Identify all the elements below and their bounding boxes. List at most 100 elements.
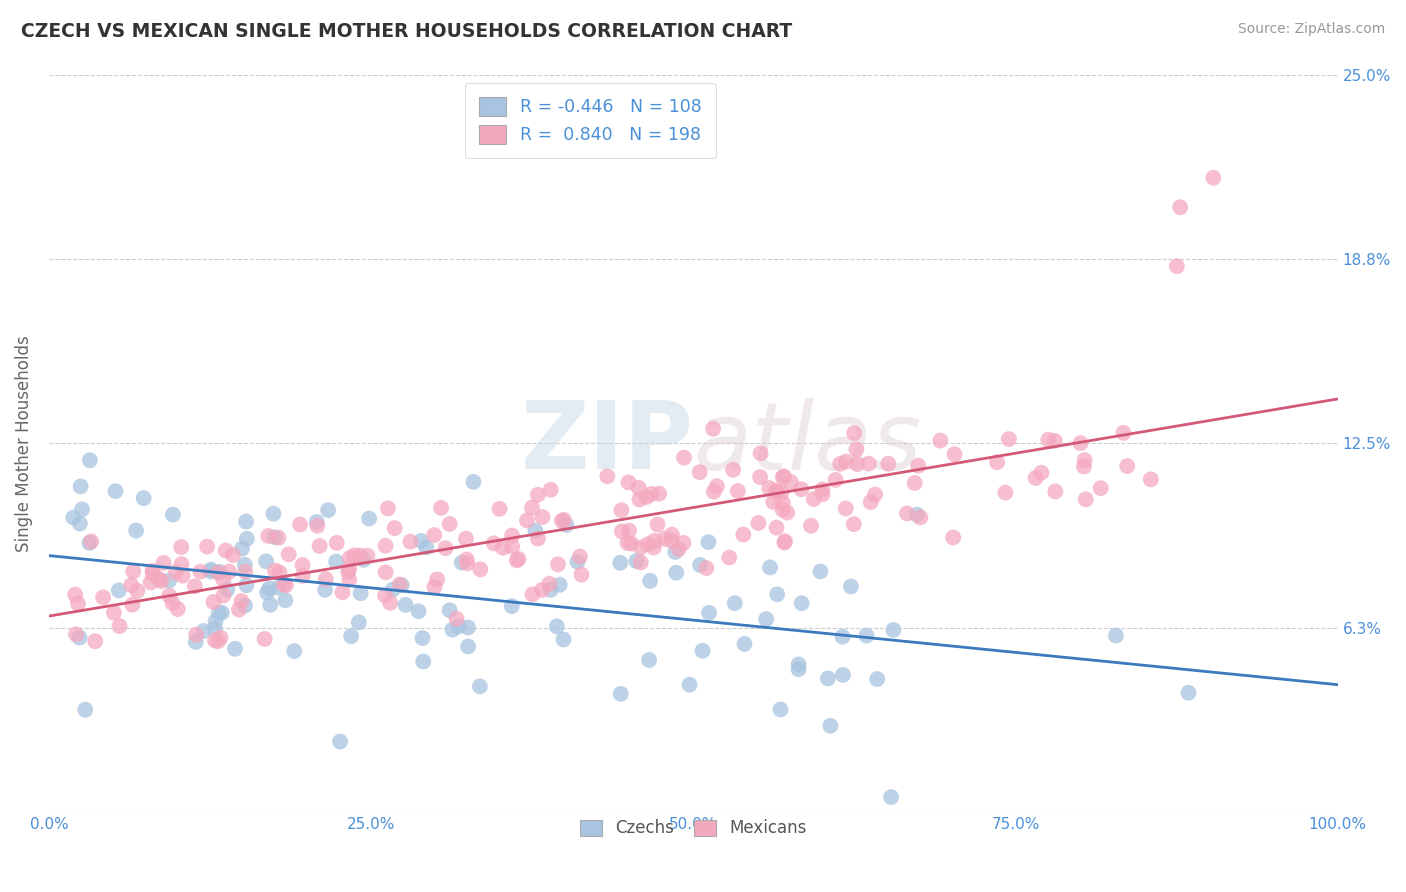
Point xyxy=(139,575,162,590)
Legend: Czechs, Mexicans: Czechs, Mexicans xyxy=(574,813,813,844)
Point xyxy=(501,528,523,542)
Point xyxy=(516,513,538,527)
Point xyxy=(831,630,853,644)
Point xyxy=(1045,484,1067,499)
Point xyxy=(233,565,256,579)
Point xyxy=(446,612,468,626)
Point xyxy=(551,514,574,528)
Point xyxy=(839,580,862,594)
Point xyxy=(166,602,188,616)
Point xyxy=(411,533,433,548)
Point xyxy=(830,457,852,471)
Point xyxy=(673,450,696,465)
Point xyxy=(548,578,571,592)
Point xyxy=(772,502,794,516)
Point xyxy=(108,619,131,633)
Point xyxy=(749,470,772,484)
Point xyxy=(609,556,631,570)
Point xyxy=(231,541,253,556)
Text: CZECH VS MEXICAN SINGLE MOTHER HOUSEHOLDS CORRELATION CHART: CZECH VS MEXICAN SINGLE MOTHER HOUSEHOLD… xyxy=(21,22,793,41)
Point xyxy=(204,633,226,648)
Point xyxy=(520,500,543,515)
Point xyxy=(638,653,661,667)
Point xyxy=(553,513,575,527)
Point xyxy=(540,582,562,597)
Point xyxy=(378,596,401,610)
Point xyxy=(340,629,363,643)
Point xyxy=(274,578,297,592)
Point xyxy=(643,541,665,555)
Point xyxy=(267,531,290,545)
Point xyxy=(184,635,207,649)
Point xyxy=(215,543,238,558)
Point xyxy=(617,475,640,490)
Text: atlas: atlas xyxy=(693,398,921,489)
Point xyxy=(224,641,246,656)
Point xyxy=(190,565,212,579)
Point xyxy=(1105,629,1128,643)
Point xyxy=(540,483,562,497)
Point xyxy=(654,532,676,546)
Point xyxy=(283,644,305,658)
Point xyxy=(765,521,787,535)
Point xyxy=(1090,481,1112,495)
Point xyxy=(356,549,378,563)
Point xyxy=(546,619,568,633)
Point xyxy=(1031,466,1053,480)
Point xyxy=(776,506,799,520)
Point xyxy=(200,563,222,577)
Point xyxy=(394,598,416,612)
Point xyxy=(374,566,396,580)
Point xyxy=(470,562,492,576)
Point xyxy=(638,574,661,588)
Point xyxy=(157,589,180,603)
Point xyxy=(859,495,882,509)
Y-axis label: Single Mother Households: Single Mother Households xyxy=(15,334,32,551)
Point xyxy=(141,564,163,578)
Point xyxy=(374,589,396,603)
Point xyxy=(426,573,449,587)
Point xyxy=(538,576,561,591)
Text: Source: ZipAtlas.com: Source: ZipAtlas.com xyxy=(1237,22,1385,37)
Point xyxy=(411,631,433,645)
Point xyxy=(724,596,747,610)
Point xyxy=(626,554,648,568)
Point xyxy=(222,548,245,562)
Point xyxy=(84,634,107,648)
Point xyxy=(127,583,149,598)
Point xyxy=(880,790,903,805)
Point xyxy=(122,565,145,579)
Point xyxy=(195,540,218,554)
Point xyxy=(200,565,222,579)
Point xyxy=(269,566,291,580)
Point xyxy=(811,483,834,497)
Point xyxy=(522,587,544,601)
Point xyxy=(846,457,869,471)
Point xyxy=(103,606,125,620)
Point xyxy=(257,529,280,543)
Point xyxy=(664,545,686,559)
Point xyxy=(79,453,101,467)
Point xyxy=(274,593,297,607)
Point xyxy=(904,475,927,490)
Point xyxy=(388,577,411,591)
Point xyxy=(1025,471,1047,485)
Point xyxy=(233,558,256,572)
Point xyxy=(644,533,666,548)
Point xyxy=(69,631,91,645)
Point xyxy=(727,484,749,499)
Point xyxy=(770,485,793,500)
Point xyxy=(231,594,253,608)
Point xyxy=(456,552,478,566)
Point xyxy=(766,587,789,601)
Point xyxy=(384,521,406,535)
Point xyxy=(661,527,683,541)
Point xyxy=(170,558,193,572)
Point xyxy=(430,500,453,515)
Point xyxy=(468,679,491,693)
Point xyxy=(75,703,97,717)
Point xyxy=(733,527,755,541)
Point xyxy=(943,447,966,461)
Point xyxy=(628,492,651,507)
Point xyxy=(531,510,554,524)
